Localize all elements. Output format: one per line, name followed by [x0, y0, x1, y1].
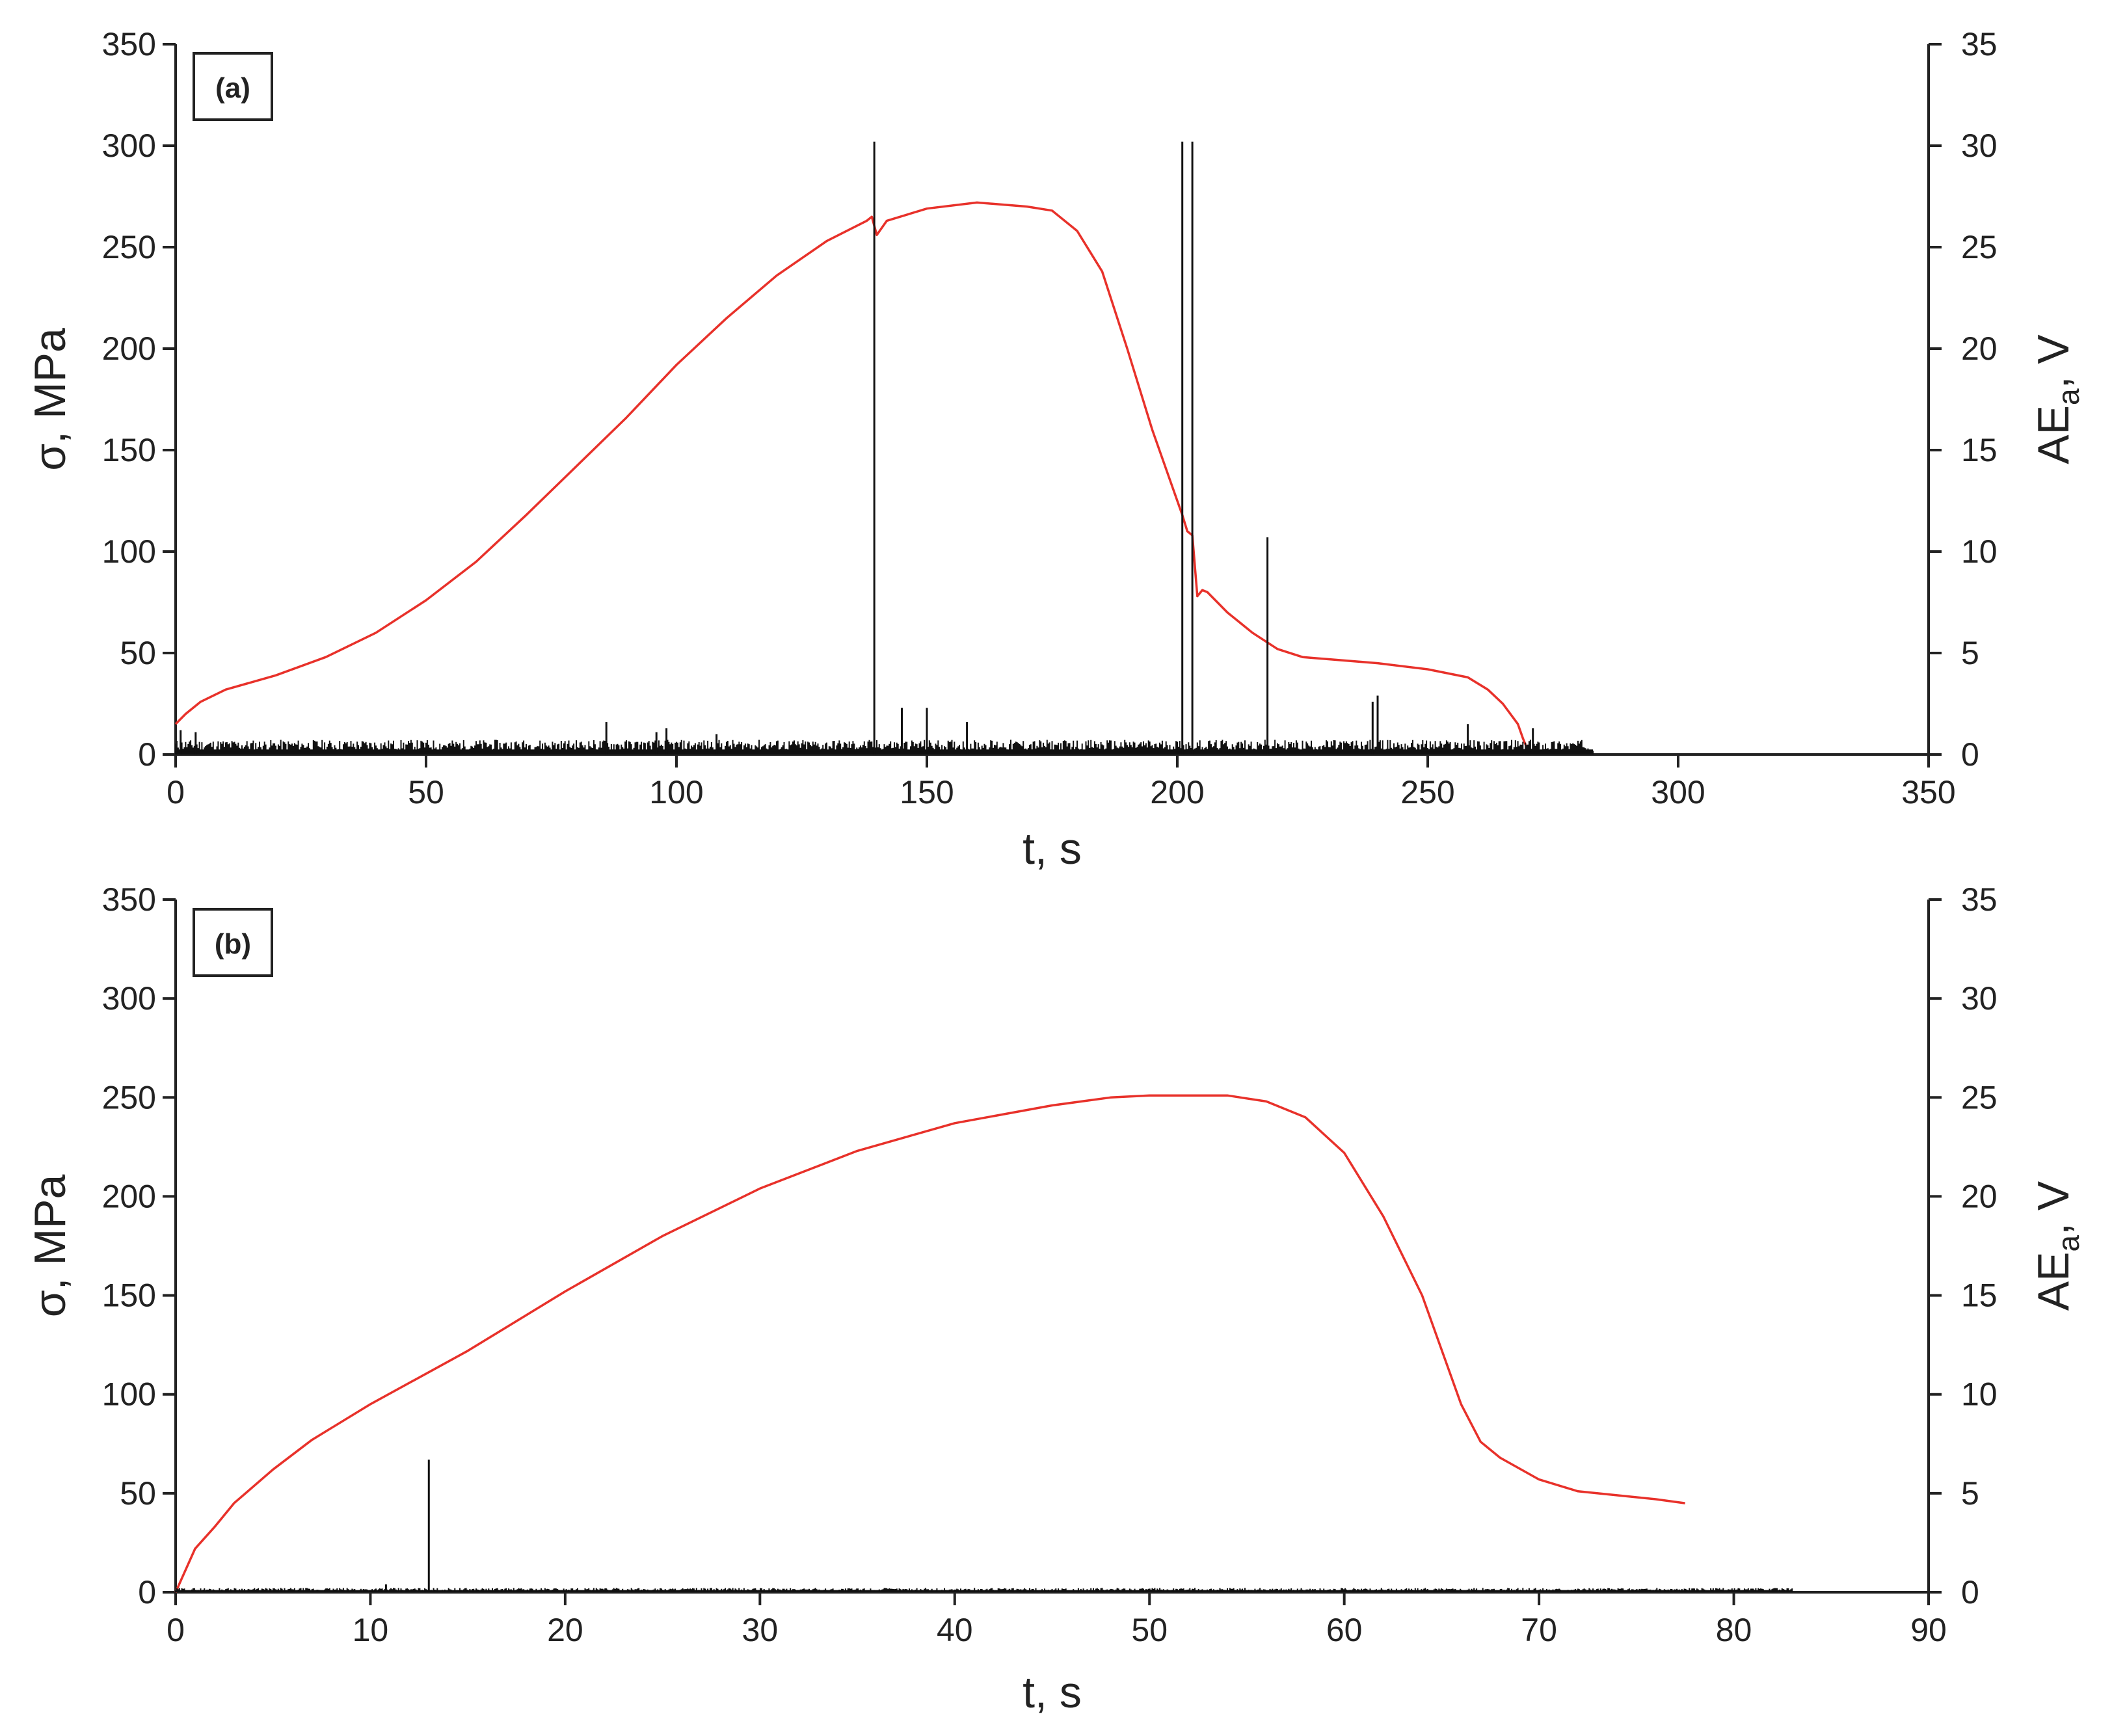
y2-tick-label: 10	[1961, 533, 1998, 570]
x-tick-label: 0	[167, 1612, 185, 1648]
y2-axis-title: AEa, V	[2029, 1181, 2085, 1311]
panel-b-label: (b)	[215, 928, 251, 960]
y2-tick-label: 5	[1961, 635, 1979, 671]
y2-tick-label: 15	[1961, 1277, 1998, 1314]
y2-tick-label: 0	[1961, 1574, 1979, 1610]
y2-tick-label: 10	[1961, 1376, 1998, 1413]
y-tick-label: 200	[102, 330, 156, 367]
x-tick-label: 50	[1131, 1612, 1168, 1648]
y2-tick-label: 20	[1961, 330, 1998, 367]
y-tick-label: 0	[138, 1574, 156, 1610]
y-tick-label: 100	[102, 533, 156, 570]
x-tick-label: 10	[353, 1612, 389, 1648]
x-axis-title: t, s	[1023, 1668, 1082, 1717]
stress-curve	[174, 201, 1529, 751]
y2-tick-label: 25	[1961, 229, 1998, 265]
y2-tick-label: 30	[1961, 980, 1998, 1017]
x-tick-label: 300	[1651, 774, 1705, 810]
y-tick-label: 250	[102, 1079, 156, 1115]
x-axis-title: t, s	[1023, 824, 1082, 874]
y2-tick-label: 35	[1961, 881, 1998, 918]
y-tick-label: 300	[102, 127, 156, 164]
x-tick-label: 30	[742, 1612, 779, 1648]
y2-tick-label: 15	[1961, 432, 1998, 468]
y2-tick-label: 5	[1961, 1475, 1979, 1512]
y-axis-title: σ, MPa	[25, 1175, 75, 1318]
y-tick-label: 150	[102, 1277, 156, 1314]
y2-tick-label: 30	[1961, 127, 1998, 164]
x-tick-label: 60	[1326, 1612, 1363, 1648]
y-axis-title: σ, MPa	[25, 328, 75, 471]
y-tick-label: 350	[102, 26, 156, 62]
x-tick-label: 250	[1400, 774, 1454, 810]
stress-curve	[174, 1094, 1685, 1593]
y-tick-label: 0	[138, 736, 156, 773]
y-tick-label: 50	[120, 1475, 156, 1512]
panel-b-label-box	[193, 908, 273, 977]
y-tick-label: 100	[102, 1376, 156, 1413]
ae-noise-band	[175, 740, 1594, 754]
x-tick-label: 80	[1716, 1612, 1752, 1648]
panel-a-label: (a)	[215, 72, 250, 104]
y2-tick-label: 25	[1961, 1079, 1998, 1115]
y-tick-label: 50	[120, 635, 156, 671]
x-tick-label: 200	[1150, 774, 1204, 810]
x-tick-label: 100	[649, 774, 703, 810]
x-tick-label: 40	[937, 1612, 973, 1648]
y-tick-label: 200	[102, 1178, 156, 1214]
panel-a-label-box	[193, 52, 273, 121]
x-tick-label: 0	[167, 774, 185, 810]
y-tick-label: 300	[102, 980, 156, 1017]
y2-axis-title: AEa, V	[2029, 334, 2085, 464]
x-tick-label: 20	[547, 1612, 583, 1648]
y-tick-label: 250	[102, 229, 156, 265]
x-tick-label: 90	[1910, 1612, 1947, 1648]
x-tick-label: 150	[900, 774, 954, 810]
y2-tick-label: 20	[1961, 1178, 1998, 1214]
x-tick-label: 70	[1521, 1612, 1557, 1648]
y2-tick-label: 35	[1961, 26, 1998, 62]
y-tick-label: 350	[102, 881, 156, 918]
x-tick-label: 350	[1901, 774, 1955, 810]
y-tick-label: 150	[102, 432, 156, 468]
x-tick-label: 50	[408, 774, 444, 810]
y2-tick-label: 0	[1961, 736, 1979, 773]
